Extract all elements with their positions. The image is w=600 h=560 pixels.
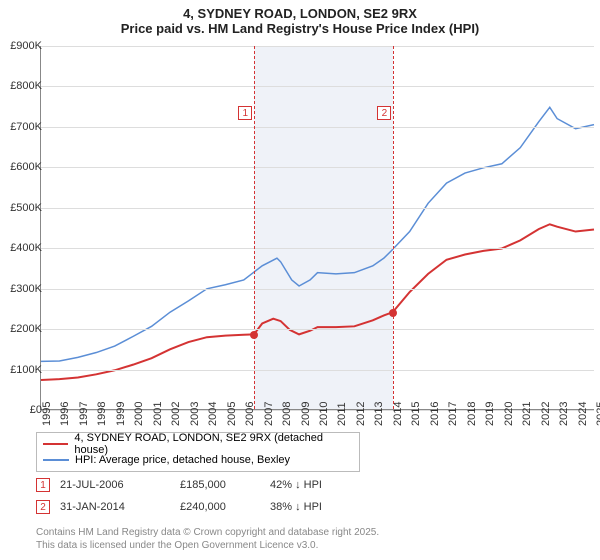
legend-swatch bbox=[43, 443, 68, 445]
title-sub: Price paid vs. HM Land Registry's House … bbox=[0, 21, 600, 36]
x-axis-label: 2018 bbox=[466, 402, 478, 426]
x-axis-label: 2000 bbox=[133, 402, 145, 426]
x-axis-label: 2022 bbox=[540, 402, 552, 426]
x-axis-label: 2019 bbox=[484, 402, 496, 426]
y-axis-label: £100K bbox=[10, 364, 42, 376]
title-block: 4, SYDNEY ROAD, LONDON, SE2 9RX Price pa… bbox=[0, 0, 600, 38]
marker-vline bbox=[254, 46, 255, 409]
x-axis-label: 1996 bbox=[59, 402, 71, 426]
sale-marker-icon: 1 bbox=[36, 478, 50, 492]
x-axis-label: 2003 bbox=[189, 402, 201, 426]
sale-date: 21-JUL-2006 bbox=[60, 479, 170, 491]
legend-label: HPI: Average price, detached house, Bexl… bbox=[75, 454, 290, 466]
y-axis-label: £800K bbox=[10, 80, 42, 92]
title-main: 4, SYDNEY ROAD, LONDON, SE2 9RX bbox=[0, 6, 600, 21]
legend: 4, SYDNEY ROAD, LONDON, SE2 9RX (detache… bbox=[36, 432, 360, 472]
y-axis-label: £400K bbox=[10, 242, 42, 254]
x-axis-label: 2005 bbox=[226, 402, 238, 426]
x-axis-label: 2002 bbox=[170, 402, 182, 426]
y-axis-label: £600K bbox=[10, 161, 42, 173]
x-axis-label: 2011 bbox=[336, 402, 348, 426]
marker-vline bbox=[393, 46, 394, 409]
x-axis-label: 2023 bbox=[558, 402, 570, 426]
y-axis-label: £0 bbox=[30, 404, 42, 416]
x-axis-label: 1999 bbox=[115, 402, 127, 426]
x-axis-label: 2004 bbox=[207, 402, 219, 426]
y-axis-label: £500K bbox=[10, 202, 42, 214]
x-axis-label: 2015 bbox=[410, 402, 422, 426]
series-line bbox=[41, 107, 594, 361]
x-axis-label: 2025 bbox=[595, 402, 600, 426]
x-axis-label: 2007 bbox=[263, 402, 275, 426]
footer-line: Contains HM Land Registry data © Crown c… bbox=[36, 526, 379, 539]
x-axis-label: 2021 bbox=[521, 402, 533, 426]
sale-diff: 38% ↓ HPI bbox=[270, 501, 350, 513]
x-axis-label: 2001 bbox=[152, 402, 164, 426]
x-axis-label: 1995 bbox=[41, 402, 53, 426]
marker-box-icon: 1 bbox=[238, 106, 252, 120]
x-axis-label: 2017 bbox=[447, 402, 459, 426]
footer-line: This data is licensed under the Open Gov… bbox=[36, 539, 379, 552]
sale-point-icon bbox=[389, 309, 397, 317]
y-axis-label: £900K bbox=[10, 40, 42, 52]
x-axis-label: 2008 bbox=[281, 402, 293, 426]
legend-swatch bbox=[43, 459, 69, 461]
chart-svg bbox=[41, 46, 594, 409]
y-axis-label: £700K bbox=[10, 121, 42, 133]
x-axis-label: 2016 bbox=[429, 402, 441, 426]
footer-copyright: Contains HM Land Registry data © Crown c… bbox=[36, 526, 379, 552]
sale-date: 31-JAN-2014 bbox=[60, 501, 170, 513]
x-axis-label: 2009 bbox=[300, 402, 312, 426]
chart-container: 4, SYDNEY ROAD, LONDON, SE2 9RX Price pa… bbox=[0, 0, 600, 560]
x-axis-label: 1998 bbox=[96, 402, 108, 426]
x-axis-label: 2013 bbox=[373, 402, 385, 426]
y-axis-label: £300K bbox=[10, 283, 42, 295]
x-axis-label: 2020 bbox=[503, 402, 515, 426]
sale-row: 2 31-JAN-2014 £240,000 38% ↓ HPI bbox=[36, 500, 350, 514]
sale-price: £240,000 bbox=[180, 501, 260, 513]
sale-marker-icon: 2 bbox=[36, 500, 50, 514]
x-axis-label: 2012 bbox=[355, 402, 367, 426]
sale-diff: 42% ↓ HPI bbox=[270, 479, 350, 491]
sale-point-icon bbox=[250, 331, 258, 339]
x-axis-label: 2024 bbox=[577, 402, 589, 426]
x-axis-label: 2010 bbox=[318, 402, 330, 426]
legend-item: 4, SYDNEY ROAD, LONDON, SE2 9RX (detache… bbox=[43, 436, 353, 452]
chart-plot-area: 1995199619971998199920002001200220032004… bbox=[40, 46, 594, 410]
marker-box-icon: 2 bbox=[377, 106, 391, 120]
sale-row: 1 21-JUL-2006 £185,000 42% ↓ HPI bbox=[36, 478, 350, 492]
sale-price: £185,000 bbox=[180, 479, 260, 491]
legend-label: 4, SYDNEY ROAD, LONDON, SE2 9RX (detache… bbox=[74, 432, 353, 456]
y-axis-label: £200K bbox=[10, 323, 42, 335]
x-axis-label: 1997 bbox=[78, 402, 90, 426]
